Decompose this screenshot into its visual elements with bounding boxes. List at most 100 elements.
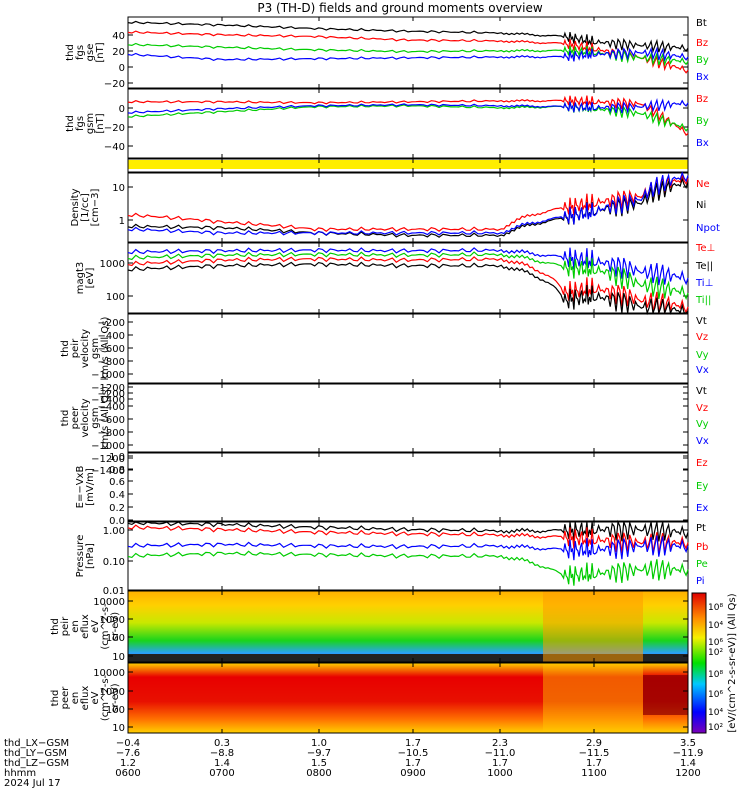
y-tick-label: 10	[112, 652, 125, 663]
peir-spectrogram-lowband	[128, 654, 688, 662]
legend-fgs_gsm-0: Bz	[696, 94, 708, 105]
y-tick-label: −20	[104, 79, 125, 90]
series-pressure-Pt	[127, 519, 689, 542]
xaxis-value: −9.7	[307, 748, 331, 759]
legend-peir_velocity-3: Vx	[696, 365, 709, 376]
legend-pressure-1: Pb	[696, 542, 708, 553]
y-tick-label: 0	[119, 104, 125, 115]
y-tick-label: −200	[98, 389, 125, 400]
y-axis-label: velocity	[80, 329, 91, 368]
series-density-Ne	[127, 173, 689, 232]
xaxis-value: −11.0	[485, 748, 516, 759]
y-axis-label: en	[70, 620, 81, 633]
y-tick-label: 100	[106, 705, 125, 716]
colorbar-tick: 10²	[708, 723, 723, 733]
legend-temperature-2: Ti⊥	[695, 278, 713, 289]
y-tick-label: 10	[112, 723, 125, 734]
xaxis-value: −11.9	[673, 748, 704, 759]
y-tick-label: 10	[112, 183, 125, 194]
series-temperature-Ti||	[127, 251, 689, 301]
xaxis-value: 1.4	[680, 758, 696, 769]
colorbar-tick: 10⁶	[708, 690, 723, 700]
y-axis-label: Density	[70, 188, 81, 226]
legend-peer_velocity-1: Vz	[696, 403, 708, 414]
xaxis-value: 1.7	[405, 738, 421, 749]
legend-fgs_gse-1: Bz	[696, 38, 708, 49]
xaxis-value: 1.4	[214, 758, 230, 769]
y-tick-label: 1000	[100, 687, 125, 698]
panel-frame-fgs_gsm	[127, 88, 689, 159]
xaxis-value: −11.5	[579, 748, 610, 759]
plot-title: P3 (TH-D) fields and ground moments over…	[257, 1, 542, 15]
panel-frame-density	[127, 172, 689, 243]
legend-peer_velocity-2: Vy	[696, 419, 709, 430]
panel-frame-peer_spec	[127, 662, 689, 734]
panel-frame-peer_velocity	[127, 383, 689, 453]
colorbar-tick: 10⁸	[708, 603, 723, 613]
y-tick-label: −1000	[91, 441, 125, 452]
y-axis-label: [nT]	[95, 42, 106, 62]
y-axis-label: thd	[60, 410, 71, 427]
series-fgs_gse-Bt	[127, 20, 689, 55]
y-tick-label: −800	[98, 428, 125, 439]
y-axis-label: (cm^2-s-	[100, 603, 111, 650]
series-pressure-Pi	[127, 535, 689, 561]
y-tick-label: −1400	[91, 466, 125, 477]
y-axis-label: velocity	[80, 398, 91, 437]
legend-density-2: Npot	[696, 223, 720, 234]
xaxis-value: 1100	[581, 768, 606, 779]
y-axis-label: thd	[50, 690, 61, 707]
y-tick-label: −400	[98, 331, 125, 342]
y-tick-label: 1.0	[109, 452, 125, 463]
xaxis-value: −10.5	[398, 748, 429, 759]
y-axis-label: sr-eV)	[110, 612, 121, 641]
y-tick-label: 0.6	[109, 477, 125, 488]
legend-density-0: Ne	[696, 179, 710, 190]
xaxis-value: −8.8	[210, 748, 234, 759]
y-tick-label: 0	[119, 63, 125, 74]
legend-temperature-3: Ti||	[695, 295, 711, 306]
y-tick-label: −1000	[91, 370, 125, 381]
series-fgs_gsm-Bx	[127, 97, 689, 115]
legend-efield-0: Ez	[696, 458, 708, 469]
y-axis-label: thd	[65, 44, 76, 61]
xaxis-value: 2.3	[492, 738, 508, 749]
y-axis-label: peer	[60, 686, 71, 710]
series-fgs_gsm-Bz	[127, 95, 689, 137]
y-tick-label: 100	[106, 633, 125, 644]
legend-density-1: Ni	[696, 200, 706, 211]
colorbar-tick: 10⁴	[708, 708, 723, 718]
y-tick-label: 20	[112, 47, 125, 58]
series-fgs_gsm-By	[127, 101, 689, 132]
y-tick-label: −20	[104, 123, 125, 134]
xaxis-value: 0600	[115, 768, 140, 779]
legend-temperature-0: Te⊥	[695, 243, 715, 254]
legend-efield-2: Ex	[696, 503, 708, 514]
y-tick-label: 10000	[93, 668, 125, 679]
y-axis-label: [eV]	[85, 268, 96, 289]
y-tick-label: 0.0	[109, 516, 125, 527]
panel-frame-temperature	[127, 242, 689, 314]
y-tick-label: −400	[98, 402, 125, 413]
y-tick-label: 10000	[93, 597, 125, 608]
xaxis-value: 3.5	[680, 738, 696, 749]
legend-temperature-1: Te||	[695, 261, 713, 272]
y-axis-label: sr-eV)	[110, 683, 121, 712]
panel-frame-fgs_gse	[127, 16, 689, 89]
y-axis-label: km/s (All Qs)	[100, 317, 111, 381]
y-axis-label: gsm	[85, 113, 96, 134]
legend-fgs_gsm-1: By	[696, 116, 709, 127]
peer-spectrogram-burst	[543, 663, 643, 733]
legend-fgs_gse-0: Bt	[696, 18, 707, 29]
y-tick-label: −200	[98, 318, 125, 329]
y-axis-label: gsm	[90, 338, 101, 359]
y-tick-label: 100	[106, 292, 125, 303]
y-axis-label: Pressure	[75, 535, 86, 578]
legend-efield-1: Ey	[696, 481, 708, 492]
panel-frame-efield	[127, 452, 689, 522]
y-axis-label: gse	[85, 44, 96, 62]
mode-bar	[128, 160, 688, 169]
xaxis-value: −0.4	[116, 738, 140, 749]
